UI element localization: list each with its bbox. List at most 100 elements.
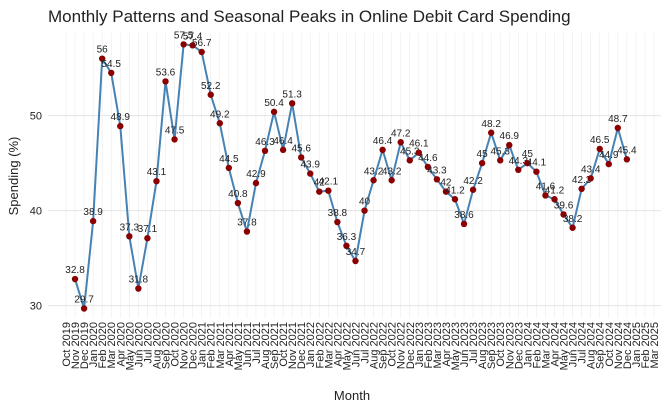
x-tick-label: May 2024 <box>559 322 571 370</box>
value-label: 56.7 <box>192 38 212 49</box>
x-tick-label: Nov 2019 <box>70 322 82 369</box>
point <box>98 55 106 62</box>
point <box>126 233 133 240</box>
x-tick-label: Mar 2024 <box>540 322 552 368</box>
value-label: 41.2 <box>445 185 465 196</box>
point <box>117 122 124 130</box>
value-label: 42.9 <box>246 169 266 180</box>
value-label: 48.9 <box>111 112 131 123</box>
point <box>569 224 576 231</box>
x-tick-label: Oct 2023 <box>495 322 507 367</box>
point <box>478 159 486 167</box>
value-label: 32.8 <box>65 265 85 276</box>
value-label: 45 <box>477 149 489 160</box>
point <box>180 41 187 48</box>
x-tick-label: Oct 2024 <box>604 322 616 367</box>
x-tick-label: Jan 2024 <box>522 322 534 367</box>
value-label: 43.2 <box>382 166 402 177</box>
value-label: 57.4 <box>183 31 203 42</box>
value-label: 46.3 <box>255 137 275 148</box>
point <box>270 108 278 116</box>
value-label: 42.1 <box>319 177 339 188</box>
value-label: 46.5 <box>590 135 610 146</box>
value-label: 42.3 <box>572 175 592 186</box>
x-tick-label: Feb 2021 <box>206 322 218 368</box>
x-tick-label: Jul 2020 <box>142 322 154 364</box>
value-label: 31.8 <box>129 275 149 286</box>
point <box>225 164 233 172</box>
value-label: 49.2 <box>210 109 230 120</box>
point <box>560 211 567 218</box>
x-tick-label: Apr 2021 <box>224 322 236 367</box>
point <box>343 242 350 249</box>
point <box>361 207 368 214</box>
point <box>153 178 160 185</box>
point <box>605 160 612 168</box>
value-label: 51.3 <box>282 89 302 100</box>
x-axis-label: Month <box>334 388 370 403</box>
x-tick-label: Aug 2024 <box>586 322 598 369</box>
x-tick-label: Jun 2022 <box>350 322 362 367</box>
x-tick-label: Oct 2019 <box>61 322 73 367</box>
value-label: 44.1 <box>527 158 547 169</box>
point <box>207 91 214 98</box>
x-tick-label: Sep 2022 <box>378 322 390 369</box>
point <box>189 42 196 49</box>
point <box>162 78 169 85</box>
value-label: 46.9 <box>500 131 520 142</box>
x-tick-label: May 2021 <box>233 322 245 370</box>
x-tick-label: Dec 2024 <box>622 322 634 369</box>
point <box>80 305 88 312</box>
point <box>71 275 79 283</box>
x-tick-label: Nov 2022 <box>396 322 408 369</box>
point <box>144 235 151 242</box>
x-tick-label: Aug 2022 <box>369 322 381 369</box>
x-tick-label: Sep 2021 <box>269 322 281 369</box>
point <box>542 192 549 199</box>
x-tick-label: Nov 2021 <box>287 322 299 369</box>
point <box>234 199 242 207</box>
value-label: 52.2 <box>201 81 221 92</box>
point <box>216 120 223 127</box>
point <box>243 228 251 235</box>
point <box>524 159 531 167</box>
x-tick-label: Jul 2022 <box>360 322 372 364</box>
value-label: 42 <box>314 178 326 189</box>
x-tick-label: Nov 2023 <box>504 322 516 369</box>
value-label: 38.9 <box>83 207 103 218</box>
x-tick-label: Apr 2023 <box>441 322 453 367</box>
point <box>352 257 359 265</box>
x-tick-label: Aug 2020 <box>151 322 163 369</box>
x-tick-label: Apr 2024 <box>549 322 561 367</box>
point <box>614 124 622 132</box>
point <box>252 179 260 187</box>
value-label: 50.4 <box>264 98 284 109</box>
x-tick-label: Dec 2020 <box>188 322 200 369</box>
x-tick-label: Jan 2025 <box>631 322 643 367</box>
x-tick-label: Jan 2020 <box>88 322 100 367</box>
x-tick-label: Mar 2025 <box>649 322 661 368</box>
x-tick-label: Mar 2021 <box>215 322 227 368</box>
value-label: 57.5 <box>174 30 194 41</box>
x-tick-label: Jan 2023 <box>414 322 426 367</box>
value-label: 44.3 <box>509 156 529 167</box>
point <box>198 48 205 56</box>
point <box>279 146 287 154</box>
value-label: 43.4 <box>581 164 601 175</box>
y-tick-label: 30 <box>30 301 42 313</box>
value-label: 43.3 <box>427 165 447 176</box>
x-tick-label: Feb 2022 <box>314 322 326 368</box>
x-tick-label: Dec 2021 <box>296 322 308 369</box>
value-label: 42 <box>440 178 452 189</box>
x-tick-label: Jun 2021 <box>242 322 254 367</box>
value-label: 44.5 <box>219 154 239 165</box>
x-tick-label: Aug 2021 <box>260 322 272 369</box>
value-label: 46.1 <box>409 139 429 150</box>
chart-title: Monthly Patterns and Seasonal Peaks in O… <box>48 7 571 26</box>
x-tick-label: Oct 2021 <box>278 322 290 367</box>
value-label: 56 <box>97 45 109 56</box>
value-label: 54.5 <box>101 59 121 70</box>
x-tick-label: Oct 2020 <box>170 322 182 367</box>
x-tick-label: Feb 2020 <box>97 322 109 368</box>
